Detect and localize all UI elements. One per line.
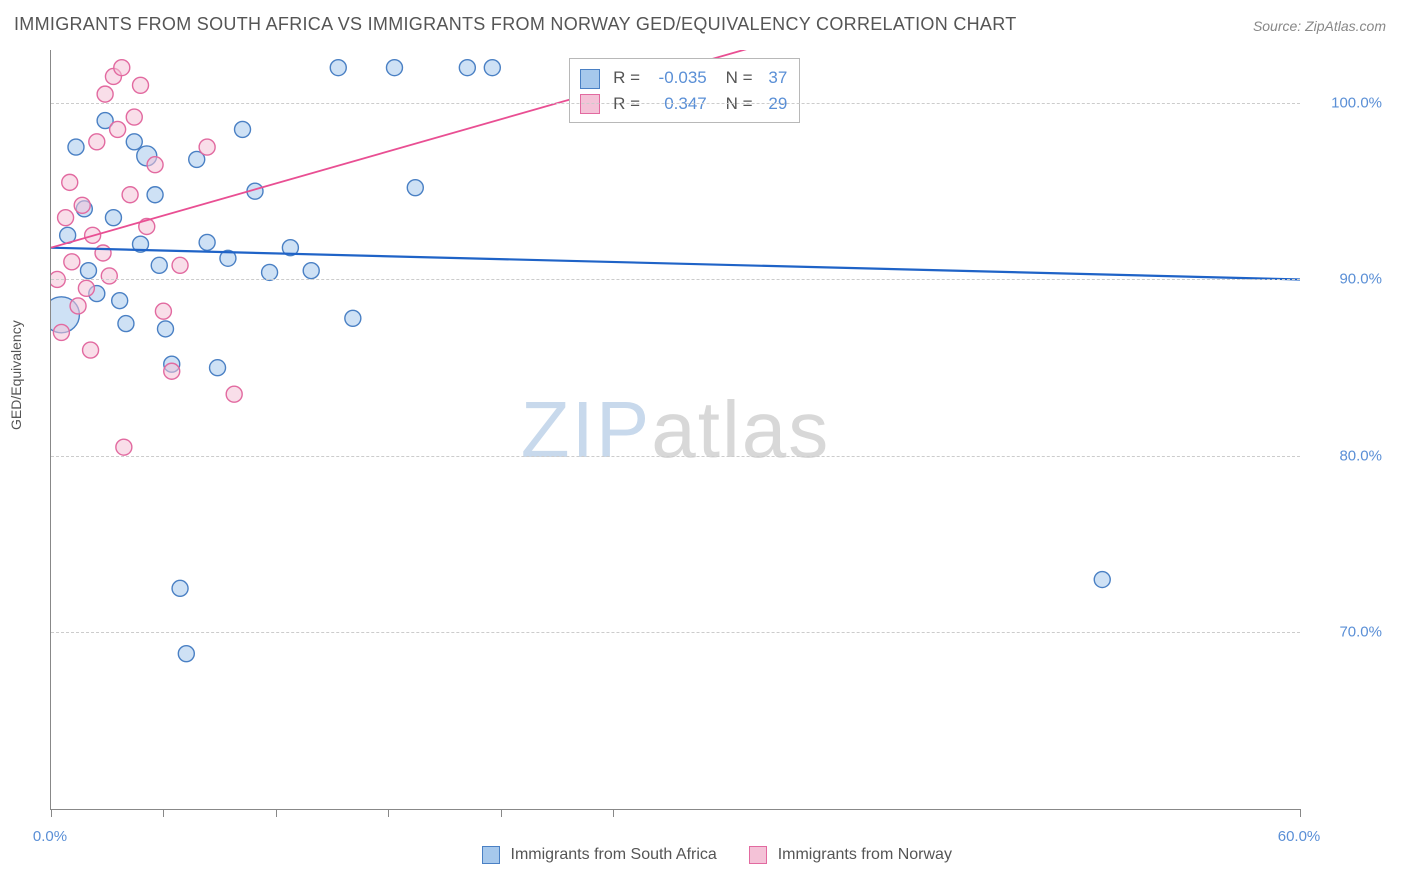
chart-container: IMMIGRANTS FROM SOUTH AFRICA VS IMMIGRAN… <box>0 0 1406 892</box>
data-point <box>118 316 134 332</box>
y-tick-label: 90.0% <box>1312 271 1382 288</box>
data-point <box>126 109 142 125</box>
data-point <box>330 60 346 76</box>
x-tick <box>613 809 614 817</box>
x-tick <box>51 809 52 817</box>
chart-title: IMMIGRANTS FROM SOUTH AFRICA VS IMMIGRAN… <box>14 14 1017 35</box>
data-point <box>112 293 128 309</box>
data-point <box>97 86 113 102</box>
data-point <box>210 360 226 376</box>
y-tick-label: 80.0% <box>1312 447 1382 464</box>
plot-area: ZIPatlas R = -0.035 N = 37 R = 0.347 N =… <box>50 50 1300 810</box>
data-point <box>157 321 173 337</box>
data-point <box>1094 572 1110 588</box>
data-point <box>459 60 475 76</box>
data-point <box>80 263 96 279</box>
data-point <box>95 245 111 261</box>
data-point <box>199 139 215 155</box>
legend-swatch-blue-icon <box>482 846 500 864</box>
data-point <box>110 121 126 137</box>
data-point <box>147 157 163 173</box>
trendline <box>51 248 1300 280</box>
data-point <box>105 210 121 226</box>
y-tick-label: 70.0% <box>1312 624 1382 641</box>
legend-label-2: Immigrants from Norway <box>778 846 952 863</box>
gridline <box>51 103 1300 104</box>
data-point <box>199 234 215 250</box>
y-tick-label: 100.0% <box>1312 94 1382 111</box>
data-point <box>74 197 90 213</box>
stats-r-value-1: -0.035 <box>645 65 707 91</box>
stats-r-label: R = <box>613 68 640 87</box>
x-tick <box>163 809 164 817</box>
data-point <box>89 134 105 150</box>
data-point <box>58 210 74 226</box>
data-point <box>407 180 423 196</box>
data-point <box>235 121 251 137</box>
data-point <box>53 324 69 340</box>
data-point <box>114 60 130 76</box>
data-point <box>64 254 80 270</box>
gridline <box>51 279 1300 280</box>
gridline <box>51 632 1300 633</box>
source-attribution: Source: ZipAtlas.com <box>1253 18 1386 34</box>
data-point <box>133 77 149 93</box>
x-tick <box>501 809 502 817</box>
stats-row-1: R = -0.035 N = 37 <box>580 65 787 91</box>
data-point <box>101 268 117 284</box>
data-point <box>226 386 242 402</box>
data-point <box>78 280 94 296</box>
source-name: ZipAtlas.com <box>1305 18 1386 34</box>
x-tick-label: 0.0% <box>33 828 67 845</box>
x-tick <box>388 809 389 817</box>
data-point <box>303 263 319 279</box>
gridline <box>51 456 1300 457</box>
data-point <box>116 439 132 455</box>
data-point <box>172 580 188 596</box>
chart-svg <box>51 50 1300 809</box>
data-point <box>386 60 402 76</box>
x-tick <box>276 809 277 817</box>
data-point <box>83 342 99 358</box>
legend-swatch-pink-icon <box>749 846 767 864</box>
source-label: Source: <box>1253 18 1301 34</box>
x-tick <box>1300 809 1301 817</box>
y-axis-label: GED/Equivalency <box>8 320 24 430</box>
legend-label-1: Immigrants from South Africa <box>511 846 717 863</box>
data-point <box>62 174 78 190</box>
stats-n-label: N = <box>726 68 753 87</box>
stats-legend: R = -0.035 N = 37 R = 0.347 N = 29 <box>569 58 800 123</box>
data-point <box>345 310 361 326</box>
data-point <box>151 257 167 273</box>
data-point <box>178 646 194 662</box>
x-tick-label: 60.0% <box>1278 828 1321 845</box>
data-point <box>70 298 86 314</box>
data-point <box>122 187 138 203</box>
swatch-pink-icon <box>580 94 600 114</box>
data-point <box>147 187 163 203</box>
data-point <box>262 264 278 280</box>
swatch-blue-icon <box>580 69 600 89</box>
data-point <box>164 363 180 379</box>
data-point <box>126 134 142 150</box>
data-point <box>68 139 84 155</box>
data-point <box>172 257 188 273</box>
stats-n-value-1: 37 <box>757 65 787 91</box>
bottom-legend: Immigrants from South Africa Immigrants … <box>0 846 1406 864</box>
data-point <box>484 60 500 76</box>
data-point <box>155 303 171 319</box>
